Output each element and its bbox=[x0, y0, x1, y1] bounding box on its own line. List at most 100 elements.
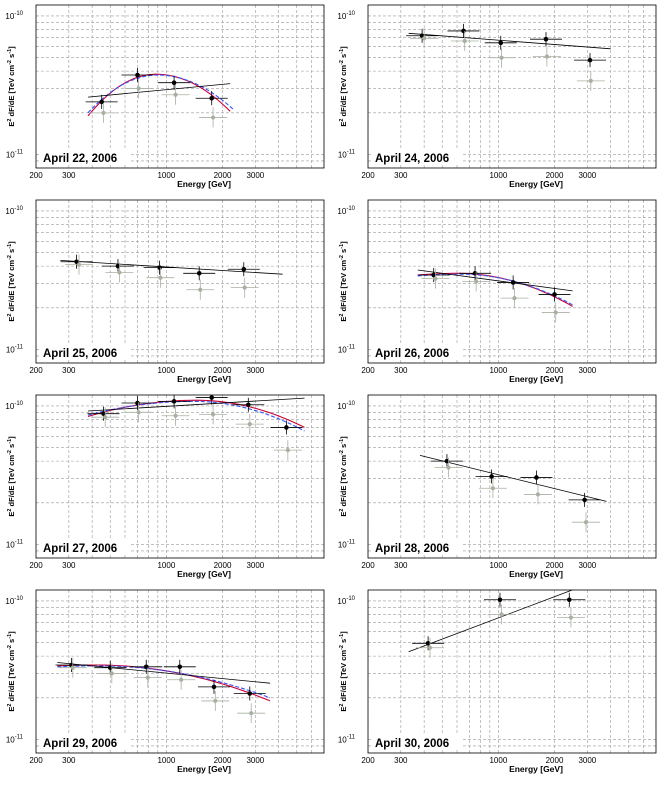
x-tick-label: 200 bbox=[361, 366, 375, 375]
plot-frame bbox=[35, 199, 325, 364]
data-point-unfolded bbox=[487, 47, 516, 68]
x-tick-label: 3000 bbox=[578, 171, 596, 180]
x-tick-label: 200 bbox=[361, 171, 375, 180]
data-point-unfolded bbox=[199, 107, 228, 128]
x-tick-label: 3000 bbox=[246, 366, 264, 375]
date-label-background bbox=[371, 734, 461, 750]
data-point bbox=[195, 91, 228, 106]
fit-curve bbox=[417, 273, 573, 306]
data-point bbox=[130, 659, 163, 674]
data-point bbox=[484, 35, 517, 50]
y-axis-label: E2 dF/dE [TeV cm-2 s-1] bbox=[339, 631, 348, 712]
data-point bbox=[574, 53, 607, 68]
fit-curve bbox=[57, 664, 271, 702]
spectrum-plot: 200 300 1000 2000 3000 Energy [GeV] 10-10 10-11… bbox=[5, 589, 325, 774]
fit-curve bbox=[87, 83, 231, 98]
data-point-unfolded bbox=[97, 663, 126, 684]
grid-lines bbox=[368, 395, 656, 558]
date-label-background bbox=[371, 149, 461, 165]
data-point bbox=[529, 32, 562, 47]
panel-date-label: April 26, 2006 bbox=[375, 348, 449, 360]
y-tick-label: 10-11 bbox=[6, 735, 24, 745]
date-label-background bbox=[371, 539, 461, 555]
data-point-unfolded bbox=[133, 667, 162, 688]
x-tick-label: 1000 bbox=[157, 561, 175, 570]
x-tick-label: 3000 bbox=[246, 756, 264, 765]
panel-date-label: April 27, 2006 bbox=[43, 543, 117, 555]
x-tick-label: 1000 bbox=[489, 171, 507, 180]
fit-curve bbox=[419, 455, 607, 502]
data-point bbox=[459, 266, 492, 281]
date-label-background bbox=[39, 344, 129, 360]
y-axis-label: E2 dF/dE [TeV cm-2 s-1] bbox=[7, 436, 16, 517]
x-tick-label: 300 bbox=[394, 171, 408, 180]
x-tick-label: 1000 bbox=[157, 366, 175, 375]
plot-frame bbox=[367, 199, 657, 364]
y-tick-label: 10-10 bbox=[337, 596, 355, 606]
data-point bbox=[233, 686, 266, 701]
date-label-background bbox=[371, 344, 461, 360]
x-tick-label: 2000 bbox=[546, 171, 564, 180]
data-point bbox=[85, 94, 118, 109]
fit-curve bbox=[408, 32, 611, 50]
data-point bbox=[520, 470, 553, 485]
data-point-unfolded bbox=[64, 254, 93, 275]
x-tick-label: 200 bbox=[29, 756, 43, 765]
data-point bbox=[158, 395, 191, 409]
data-point-unfolded bbox=[487, 604, 516, 625]
spectrum-panel: 200 300 1000 2000 3000 Energy [GeV] 10-10 10-11… bbox=[0, 390, 332, 585]
data-point bbox=[270, 420, 303, 435]
spectrum-plot: 200 300 1000 2000 3000 Energy [GeV] 10-10 10-11… bbox=[337, 199, 657, 384]
fit-curve bbox=[408, 590, 574, 653]
svg-text:E2 dF/dE [TeV cm-2 s-1]: E2 dF/dE [TeV cm-2 s-1] bbox=[7, 46, 16, 127]
data-point-unfolded bbox=[273, 440, 302, 461]
data-point bbox=[553, 592, 586, 607]
svg-text:E2 dF/dE [TeV cm-2 s-1]: E2 dF/dE [TeV cm-2 s-1] bbox=[339, 46, 348, 127]
data-point-unfolded bbox=[450, 30, 479, 51]
spectrum-plot: 200 300 1000 2000 3000 Energy [GeV] 10-10 10-11… bbox=[5, 4, 325, 189]
data-point bbox=[417, 268, 450, 283]
data-point-unfolded bbox=[161, 84, 190, 105]
x-tick-label: 2000 bbox=[546, 561, 564, 570]
y-tick-label: 10-10 bbox=[5, 401, 23, 411]
data-point bbox=[568, 492, 601, 507]
svg-text:E2 dF/dE [TeV cm-2 s-1]: E2 dF/dE [TeV cm-2 s-1] bbox=[7, 631, 16, 712]
svg-text:E2 dF/dE [TeV cm-2 s-1]: E2 dF/dE [TeV cm-2 s-1] bbox=[339, 241, 348, 322]
data-point-unfolded bbox=[523, 484, 552, 505]
spectrum-plot: 200 300 1000 2000 3000 Energy [GeV] 10-10 10-11… bbox=[337, 4, 657, 189]
data-point-unfolded bbox=[500, 288, 529, 309]
y-axis-label: E2 dF/dE [TeV cm-2 s-1] bbox=[7, 46, 16, 127]
x-tick-label: 2000 bbox=[546, 366, 564, 375]
spectrum-panel: 200 300 1000 2000 3000 Energy [GeV] 10-10 10-11… bbox=[0, 0, 332, 195]
data-point-unfolded bbox=[462, 271, 491, 292]
x-axis-label: Energy [GeV] bbox=[509, 764, 563, 774]
fit-curve bbox=[87, 400, 305, 432]
y-axis-label: E2 dF/dE [TeV cm-2 s-1] bbox=[339, 436, 348, 517]
svg-text:E2 dF/dE [TeV cm-2 s-1]: E2 dF/dE [TeV cm-2 s-1] bbox=[339, 436, 348, 517]
panel-date-label: April 28, 2006 bbox=[375, 543, 449, 555]
x-tick-label: 300 bbox=[62, 561, 76, 570]
x-tick-label: 300 bbox=[62, 756, 76, 765]
x-tick-label: 3000 bbox=[578, 561, 596, 570]
y-tick-label: 10-10 bbox=[5, 11, 23, 21]
spectrum-plot: 200 300 1000 2000 3000 Energy [GeV] 10-10 10-11… bbox=[337, 394, 657, 579]
y-tick-label: 10-10 bbox=[337, 11, 355, 21]
data-point bbox=[538, 287, 571, 302]
x-axis-label: Energy [GeV] bbox=[177, 764, 231, 774]
x-tick-label: 1000 bbox=[157, 756, 175, 765]
y-tick-label: 10-11 bbox=[338, 345, 356, 355]
data-point-unfolded bbox=[556, 607, 585, 628]
x-tick-label: 300 bbox=[62, 171, 76, 180]
panel-date-label: April 29, 2006 bbox=[43, 738, 117, 750]
x-tick-label: 3000 bbox=[578, 756, 596, 765]
y-tick-label: 10-11 bbox=[6, 540, 24, 550]
date-label-background bbox=[39, 734, 129, 750]
data-point-unfolded bbox=[186, 279, 215, 300]
y-axis-label: E2 dF/dE [TeV cm-2 s-1] bbox=[339, 241, 348, 322]
x-tick-label: 1000 bbox=[489, 756, 507, 765]
x-tick-label: 2000 bbox=[214, 756, 232, 765]
data-point-unfolded bbox=[410, 28, 439, 49]
y-tick-label: 10-10 bbox=[5, 596, 23, 606]
data-point-unfolded bbox=[199, 404, 228, 425]
data-point bbox=[447, 23, 480, 38]
